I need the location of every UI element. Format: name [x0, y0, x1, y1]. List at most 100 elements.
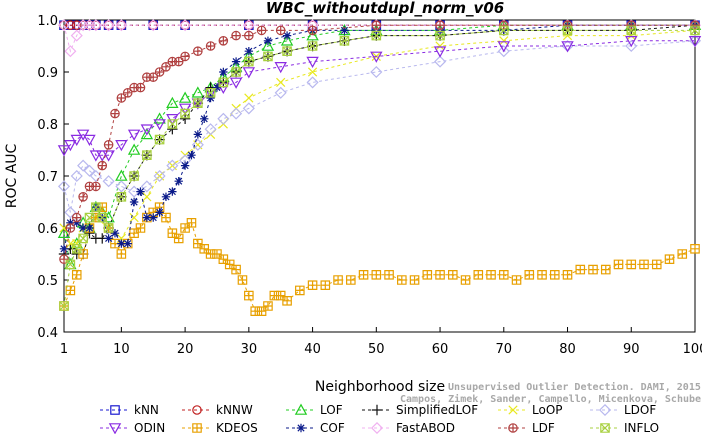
legend-label: LoOP [532, 403, 563, 417]
data-point-kdeos [358, 270, 369, 280]
data-point-lof [280, 34, 294, 46]
legend-label: LDOF [624, 403, 656, 417]
x-tick-label: 1 [60, 342, 68, 357]
data-point-kdeos [498, 270, 509, 280]
data-point-cof [110, 229, 120, 238]
data-point-cof [66, 218, 75, 227]
data-point-inflo [193, 98, 203, 108]
data-point-odin [102, 150, 115, 162]
data-point-cof [180, 161, 190, 170]
data-point-kdeos [320, 280, 331, 290]
data-point-inflo [129, 171, 139, 181]
data-point-odin [140, 124, 154, 136]
data-point-odin [497, 41, 511, 53]
data-point-odin [688, 35, 702, 48]
data-point-kdeos [256, 306, 267, 316]
data-point-loop [276, 77, 286, 88]
data-point-cof [85, 223, 94, 233]
data-point-cof [187, 151, 196, 160]
data-point-loop [435, 41, 445, 51]
data-point-loop [499, 36, 509, 46]
data-point-kdeos [549, 270, 560, 280]
data-point-kdeos [575, 264, 586, 275]
data-point-kdeos [562, 270, 573, 280]
legend-marker-ldf [508, 423, 518, 433]
data-point-inflo [626, 25, 637, 36]
data-point-cof [282, 31, 292, 40]
data-point-inflo [78, 233, 88, 244]
data-point-ldf [218, 36, 229, 46]
data-point-fastabod [179, 19, 192, 32]
legend: kNN kNNW LOF SimplifiedLOF LoOP LDOF ODIN KDEOS… [100, 403, 659, 434]
data-point-fastabod [89, 19, 102, 32]
data-point-cof [231, 57, 241, 66]
data-point-ldf [244, 30, 254, 41]
legend-item-odin: ODIN [100, 421, 165, 434]
data-point-kdeos [677, 249, 688, 259]
legend-label: INFLO [624, 421, 659, 434]
data-point-loop [129, 212, 139, 223]
data-point-kdeos [199, 244, 210, 254]
data-point-lof [153, 112, 166, 124]
data-point-cof [104, 234, 113, 243]
data-point-kdeos [218, 254, 229, 264]
data-point-ldf [97, 160, 108, 171]
data-point-kdeos [447, 270, 458, 280]
data-point-kdeos [78, 249, 88, 259]
plot-frame [63, 19, 696, 333]
series-line-kdeos [63, 205, 696, 312]
data-point-kdeos [244, 290, 254, 301]
series-inflo [59, 25, 700, 311]
data-point-ldof [191, 138, 204, 151]
legend-item-simplifiedlof: SimplifiedLOF [362, 403, 478, 417]
data-point-ldof [140, 180, 153, 193]
data-point-cof [193, 130, 203, 139]
x-tick-label: 60 [432, 342, 449, 357]
data-point-kdeos [371, 270, 382, 280]
data-point-kdeos [65, 285, 76, 296]
data-point-inflo [116, 192, 127, 202]
data-point-ldf [205, 41, 216, 51]
data-point-ldof [497, 45, 510, 58]
legend-item-ldof: LDOF [590, 403, 656, 417]
data-point-loop [244, 93, 254, 103]
data-point-cof [174, 177, 183, 186]
data-point-lof [261, 39, 275, 51]
data-point-odin [242, 67, 256, 79]
data-point-cof [123, 239, 132, 248]
legend-item-knnw: kNNW [182, 403, 253, 417]
data-point-cof [340, 26, 349, 35]
data-point-cof [155, 208, 164, 217]
data-point-cof [136, 187, 145, 196]
data-point-inflo [690, 25, 700, 36]
y-tick-label: 0.4 [37, 326, 58, 341]
data-point-kdeos [224, 259, 235, 270]
y-tick-label: 0.8 [37, 118, 58, 133]
data-point-ldof [625, 39, 638, 53]
data-point-kdeos [435, 270, 445, 280]
data-point-inflo [142, 150, 152, 160]
data-point-fastabod [57, 19, 71, 32]
data-point-ldf [307, 25, 318, 36]
data-point-kdeos [626, 259, 637, 270]
data-point-inflo [307, 41, 318, 51]
data-point-kdeos [588, 264, 598, 275]
data-point-cof [59, 244, 69, 253]
legend-item-fastabod: FastABOD [362, 421, 455, 434]
data-point-ldof [115, 180, 128, 193]
legend-label: kNNW [216, 403, 253, 417]
legend-item-cof: COF [286, 421, 345, 434]
x-tick-label: 90 [623, 342, 640, 357]
data-point-kdeos [639, 259, 649, 270]
data-point-ldof [153, 169, 166, 183]
data-point-kdeos [231, 264, 241, 275]
data-point-kdeos [295, 285, 305, 296]
data-point-odin [625, 35, 638, 48]
legend-item-kdeos: KDEOS [182, 421, 258, 434]
data-point-inflo [218, 77, 229, 88]
legend-marker-ldof [598, 403, 612, 417]
data-point-odin [127, 129, 141, 141]
series-line-odin [63, 40, 695, 156]
watermark-line-1: Unsupervised Outlier Detection. DAMI, 20… [448, 381, 702, 393]
